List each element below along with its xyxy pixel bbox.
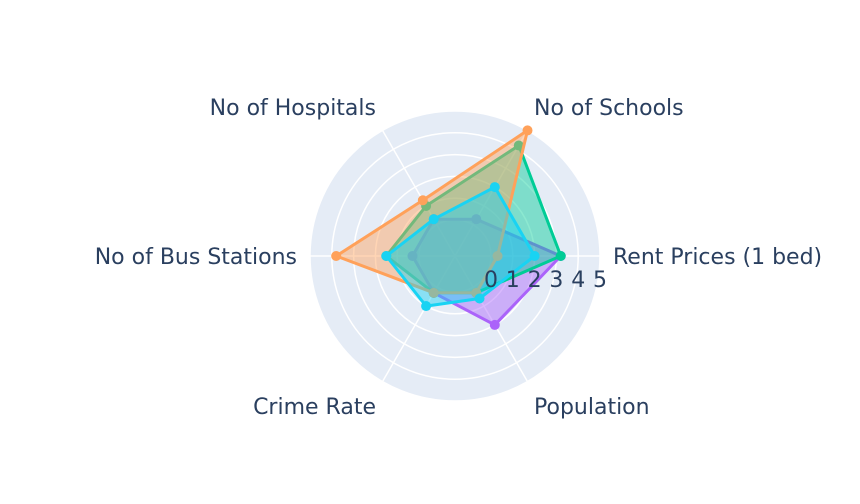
series-2-point-6[interactable] [513, 140, 524, 151]
grid-spoke [381, 255, 456, 382]
series-layer [331, 125, 566, 330]
radial-tick-label: 4 [571, 268, 585, 293]
series-4-point-5[interactable] [428, 214, 439, 225]
series-2-point-1[interactable] [555, 251, 566, 261]
series-4-point-1[interactable] [529, 251, 540, 261]
grid-spoke [454, 130, 529, 257]
series-3-point-3[interactable] [428, 287, 439, 298]
series-3-point-1[interactable] [492, 251, 503, 261]
radial-tick-label: 1 [506, 268, 520, 293]
series-1-point-4[interactable] [407, 251, 418, 261]
radial-tick-label: 0 [484, 268, 498, 293]
series-3-point-6[interactable] [522, 125, 533, 136]
series-3-point-5[interactable] [417, 195, 428, 206]
grid-spoke [454, 255, 529, 382]
axis-label: No of Schools [534, 96, 684, 121]
axis-label: No of Hospitals [210, 96, 376, 121]
series-1-point-6[interactable] [471, 214, 482, 225]
grid-spoke [381, 130, 456, 257]
series-4-point-3[interactable] [421, 301, 432, 312]
axis-label: No of Bus Stations [95, 245, 297, 270]
axis-label: Population [534, 395, 650, 420]
axis-label: Crime Rate [253, 395, 376, 420]
radial-tick-label: 2 [528, 268, 542, 293]
radial-tick-label: 5 [593, 268, 607, 293]
series-4-point-2[interactable] [474, 293, 485, 304]
radial-tick-label: 3 [549, 268, 563, 293]
series-4-point-6[interactable] [489, 182, 500, 193]
series-4-point-4[interactable] [381, 251, 392, 261]
series-1-point-2[interactable] [489, 319, 500, 330]
axis-label: Rent Prices (1 bed) [613, 245, 822, 270]
angular-axis-labels: Rent Prices (1 bed) Population Crime Rate N… [95, 96, 822, 420]
series-3-point-4[interactable] [331, 251, 342, 261]
